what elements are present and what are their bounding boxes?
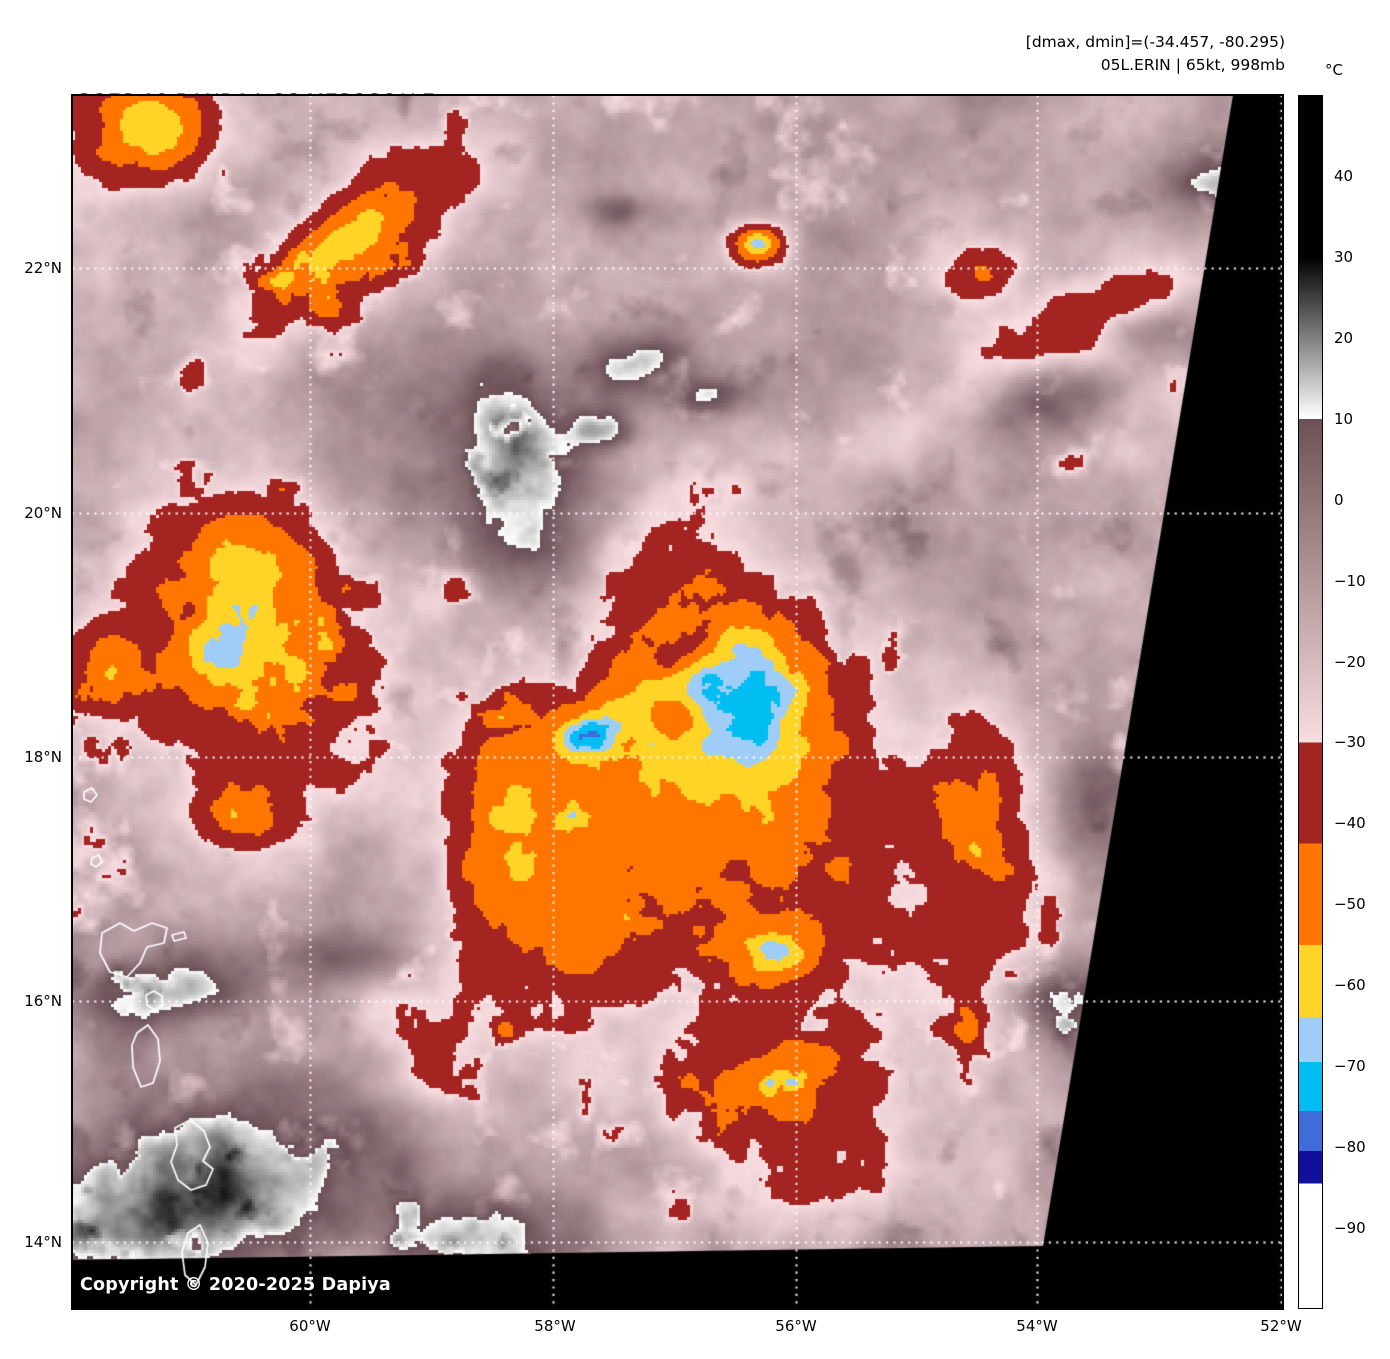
longitude-tick-label: 56°W (775, 1317, 817, 1335)
colorbar (1298, 95, 1323, 1309)
longitude-tick-label: 52°W (1260, 1317, 1302, 1335)
colorbar-tick-label: −80 (1334, 1138, 1366, 1157)
colorbar-tick-label: −60 (1334, 976, 1366, 995)
product-info: [dmax, dmin]=(-34.457, -80.295) 05L.ERIN… (1026, 31, 1285, 76)
colorbar-tick-label: 40 (1334, 166, 1354, 185)
colorbar-tick-label: −10 (1334, 571, 1366, 590)
colorbar-tick-label: −50 (1334, 895, 1366, 914)
colorbar-tick-label: −90 (1334, 1219, 1366, 1238)
colorbar-tick-label: 10 (1334, 409, 1354, 428)
colorbar-tick-label: −20 (1334, 652, 1366, 671)
latitude-tick-label: 22°N (24, 259, 62, 277)
colorbar-tick-label: −30 (1334, 733, 1366, 752)
latitude-tick-label: 18°N (24, 748, 62, 766)
latitude-tick-label: 20°N (24, 504, 62, 522)
longitude-tick-label: 60°W (289, 1317, 331, 1335)
colorbar-tick-label: 20 (1334, 328, 1354, 347)
copyright-watermark: Copyright © 2020-2025 Dapiya (80, 1275, 391, 1295)
latitude-tick-label: 14°N (24, 1233, 62, 1251)
dmax-dmin-readout: [dmax, dmin]=(-34.457, -80.295) (1025, 33, 1285, 51)
satellite-map: Copyright © 2020-2025 Dapiya (71, 94, 1284, 1310)
latitude-tick-label: 16°N (24, 992, 62, 1010)
satellite-imagery-canvas (72, 95, 1283, 1309)
colorbar-tick-label: 0 (1334, 490, 1344, 509)
storm-readout: 05L.ERIN | 65kt, 998mb (1100, 55, 1285, 74)
longitude-tick-label: 58°W (534, 1317, 576, 1335)
colorbar-tick-label: −40 (1334, 814, 1366, 833)
colorbar-tick-label: −70 (1334, 1057, 1366, 1076)
colorbar-unit-label: °C (1325, 61, 1343, 79)
colorbar-tick-label: 30 (1334, 247, 1354, 266)
longitude-tick-label: 54°W (1016, 1317, 1058, 1335)
